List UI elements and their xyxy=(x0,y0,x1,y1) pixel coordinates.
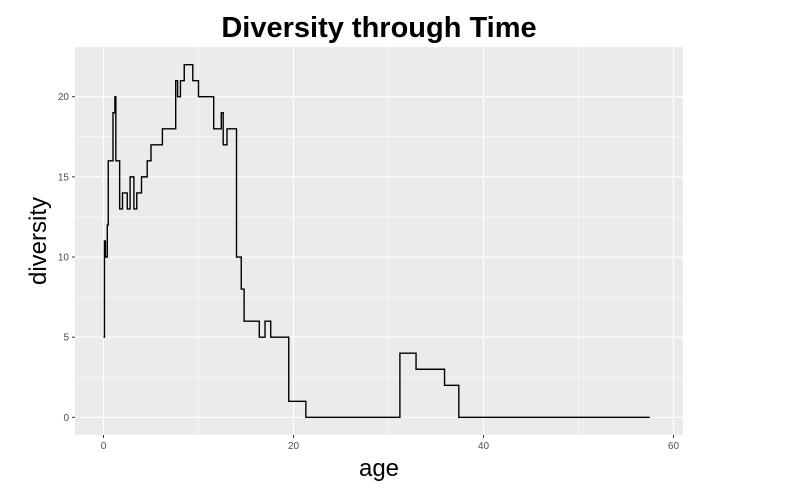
y-axis: 0 5 10 15 20 xyxy=(58,92,75,424)
x-tick-label: 40 xyxy=(478,441,490,452)
y-tick-label: 0 xyxy=(63,413,69,424)
x-tick-label: 0 xyxy=(101,441,107,452)
y-tick-label: 10 xyxy=(58,253,70,264)
series-layer xyxy=(103,63,650,419)
y-tick-label: 15 xyxy=(58,172,70,183)
y-tick-label: 5 xyxy=(63,333,69,344)
plot-panel xyxy=(75,47,683,435)
y-axis-label: diversity xyxy=(25,197,52,285)
x-axis-label: age xyxy=(359,455,399,482)
x-tick-label: 20 xyxy=(288,441,300,452)
y-tick-label: 20 xyxy=(58,92,70,103)
chart-title: Diversity through Time xyxy=(221,12,536,44)
diversity-step-line xyxy=(103,63,650,419)
x-tick-label: 60 xyxy=(668,441,680,452)
x-axis: 0 20 40 60 xyxy=(101,435,680,452)
minor-gridlines xyxy=(75,47,683,435)
